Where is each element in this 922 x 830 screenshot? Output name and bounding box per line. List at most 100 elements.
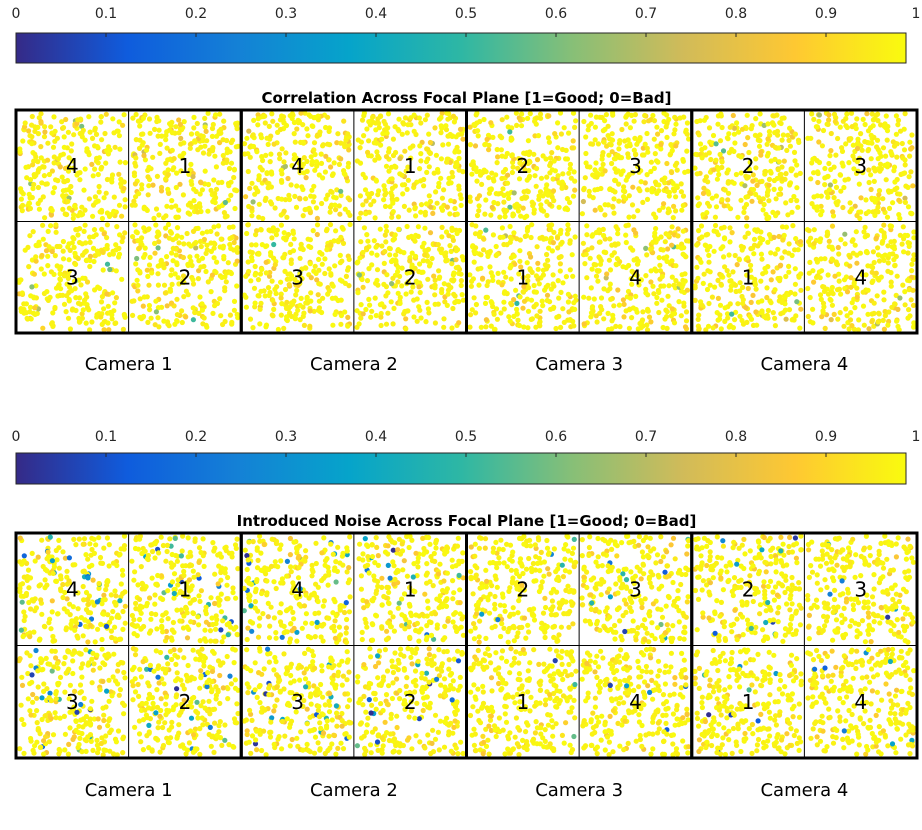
scatter-point [680, 156, 686, 163]
scatter-point [243, 273, 249, 279]
scatter-point [517, 248, 523, 254]
scatter-point [372, 295, 378, 301]
scatter-point [590, 141, 596, 147]
scatter-point [226, 165, 233, 172]
scatter-point [517, 294, 523, 300]
scatter-point [608, 296, 614, 302]
scatter-point [439, 224, 445, 230]
scatter-point [518, 123, 525, 129]
scatter-point [482, 211, 488, 217]
scatter-point [98, 114, 104, 120]
scatter-point [551, 283, 557, 289]
scatter-point [403, 291, 409, 297]
scatter-point [891, 257, 897, 263]
scatter-point [258, 226, 264, 233]
scatter-point [671, 282, 677, 288]
scatter-point [780, 237, 786, 243]
scatter-point [772, 323, 779, 329]
scatter-point [848, 275, 854, 281]
scatter-point [263, 324, 269, 330]
scatter-point [732, 252, 738, 259]
scatter-point [382, 232, 388, 238]
scatter-point [544, 190, 550, 196]
scatter-point [786, 241, 792, 247]
scatter-point [27, 634, 33, 640]
scatter-point [207, 628, 214, 634]
scatter-point [491, 199, 497, 206]
scatter-point [369, 250, 375, 256]
scatter-point [511, 230, 517, 236]
scatter-point [294, 126, 300, 132]
scatter-point [417, 166, 423, 172]
scatter-point [30, 185, 36, 192]
scatter-point [783, 200, 789, 206]
scatter-point [395, 269, 401, 275]
scatter-point [628, 245, 634, 251]
scatter-point [356, 272, 362, 278]
scatter-point [177, 181, 183, 187]
scatter-point [627, 141, 633, 147]
scatter-point [61, 134, 67, 140]
scatter-point [165, 171, 171, 178]
scatter-point [899, 241, 905, 247]
scatter-point [698, 223, 705, 229]
scatter-point [308, 154, 314, 160]
scatter-point [531, 304, 537, 310]
scatter-point [184, 624, 190, 630]
scatter-point [726, 272, 732, 278]
scatter-point [607, 236, 613, 242]
scatter-point [388, 258, 395, 265]
scatter-point [563, 156, 569, 162]
scatter-point [561, 319, 567, 325]
scatter-point [18, 196, 24, 202]
scatter-point [194, 131, 200, 137]
scatter-point [705, 323, 712, 329]
scatter-point [422, 209, 428, 215]
scatter-point [910, 302, 917, 308]
scatter-point [16, 279, 22, 285]
scatter-point [99, 636, 105, 643]
scatter-point [278, 212, 284, 218]
scatter-point [708, 156, 714, 163]
scatter-point [480, 275, 486, 281]
scatter-point [889, 304, 895, 310]
scatter-point [674, 160, 680, 166]
scatter-point [79, 241, 85, 247]
scatter-point [28, 663, 34, 669]
scatter-point [73, 718, 79, 725]
scatter-point [768, 250, 774, 256]
scatter-point [870, 249, 877, 255]
scatter-point [174, 312, 180, 318]
scatter-point [187, 254, 193, 260]
scatter-point [228, 160, 235, 166]
scatter-point [848, 284, 854, 290]
scatter-point [626, 325, 633, 331]
scatter-point [42, 215, 48, 221]
scatter-point [274, 122, 280, 128]
scatter-point [814, 158, 820, 164]
camera-label: Camera 2 [310, 354, 398, 375]
scatter-point [824, 233, 830, 239]
scatter-point [96, 535, 102, 541]
scatter-point [722, 187, 728, 193]
scatter-point [57, 271, 63, 277]
scatter-point [92, 127, 98, 133]
scatter-point [858, 131, 864, 137]
scatter-point [481, 116, 487, 123]
scatter-point [694, 264, 700, 270]
scatter-point [27, 309, 33, 315]
scatter-point [427, 198, 434, 205]
scatter-point [346, 147, 352, 153]
scatter-point [231, 298, 238, 304]
scatter-point [63, 670, 69, 676]
scatter-point [747, 313, 753, 320]
scatter-point [828, 148, 834, 154]
scatter-point [490, 232, 496, 238]
scatter-point [471, 259, 477, 265]
scatter-point [906, 307, 912, 313]
scatter-point [759, 310, 765, 316]
scatter-point [143, 147, 150, 153]
scatter-point [439, 125, 445, 131]
scatter-point [717, 151, 723, 158]
